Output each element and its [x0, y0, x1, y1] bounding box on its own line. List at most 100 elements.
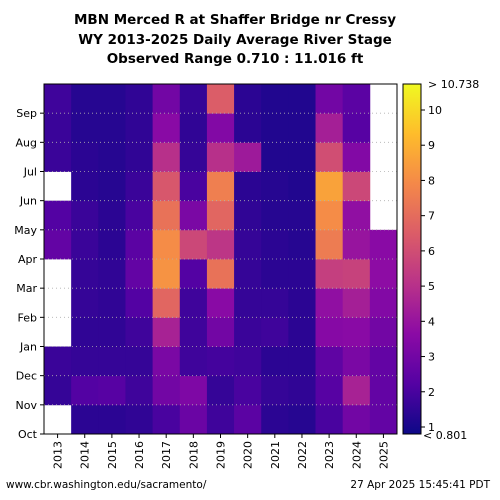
heatmap-cell	[98, 142, 126, 172]
y-axis-month-ticks: Oct Nov Dec Jan Feb Mar Apr May Jun Jul Aug Sep	[14, 107, 44, 441]
heatmap-cell	[71, 404, 99, 435]
heatmap-cell	[261, 346, 289, 377]
heatmap-cell	[261, 142, 289, 172]
heatmap-cell	[342, 142, 371, 172]
heatmap-cell	[261, 113, 289, 143]
heatmap-cell	[369, 317, 398, 347]
heatmap-cell	[206, 84, 235, 114]
heatmap-cell	[125, 404, 154, 435]
heatmap-cell	[98, 317, 126, 347]
heatmap-cell	[98, 404, 126, 435]
heatmap-cell	[44, 375, 72, 406]
heatmap-cell	[125, 375, 154, 406]
heatmap-cell	[98, 113, 126, 143]
chart-title-line-1: MBN Merced R at Shaffer Bridge nr Cressy	[73, 12, 397, 28]
heatmap-cell	[315, 171, 344, 202]
chart-title-line-3: Observed Range 0.710 : 11.016 ft	[106, 51, 364, 67]
heatmap-cell	[342, 259, 371, 289]
heatmap-cell	[152, 200, 181, 231]
heatmap-cell	[288, 288, 316, 318]
heatmap-cell	[342, 317, 371, 347]
y-tick-label: Jun	[19, 195, 37, 208]
heatmap-cell	[261, 404, 289, 435]
heatmap-cell	[98, 229, 126, 260]
heatmap-cell	[179, 113, 208, 143]
x-tick-label: 2013	[52, 441, 65, 469]
heatmap-cell	[152, 259, 181, 289]
heatmap-cell	[179, 375, 208, 406]
heatmap-cell	[342, 200, 371, 231]
x-tick-label: 2024	[350, 441, 363, 469]
chart-title-line-2: WY 2013-2025 Daily Average River Stage	[78, 32, 392, 48]
heatmap-cell	[315, 113, 344, 143]
heatmap-cell	[206, 346, 235, 377]
heatmap-cell	[152, 142, 181, 172]
heatmap-cell	[315, 404, 344, 435]
heatmap-cell	[125, 200, 154, 231]
heatmap-cell	[71, 113, 99, 143]
heatmap-cell	[71, 84, 99, 114]
heatmap-cell	[98, 84, 126, 114]
heatmap-cell	[206, 171, 235, 202]
y-tick-label: Oct	[18, 428, 38, 441]
y-tick-label: Dec	[16, 370, 37, 383]
heatmap-cell	[315, 317, 344, 347]
heatmap-cell	[288, 259, 316, 289]
heatmap-cell	[234, 142, 262, 172]
colorbar-tick-label: 8	[428, 174, 435, 187]
colorbar	[402, 83, 422, 435]
heatmap-cell	[315, 229, 344, 260]
x-tick-label: 2018	[187, 441, 200, 469]
heatmap-cell	[315, 346, 344, 377]
heatmap-cell	[315, 375, 344, 406]
y-tick-label: Feb	[18, 311, 37, 324]
heatmap-cell	[152, 113, 181, 143]
heatmap-cell	[234, 259, 262, 289]
heatmap-cell	[261, 317, 289, 347]
heatmap-cell	[206, 142, 235, 172]
heatmap-cell	[315, 288, 344, 318]
heatmap-cell	[71, 200, 99, 231]
heatmap-cell	[98, 171, 126, 202]
x-tick-label: 2016	[133, 441, 146, 469]
heatmap-cell	[44, 142, 72, 172]
heatmap-cell	[125, 113, 154, 143]
heatmap-cell	[288, 171, 316, 202]
y-tick-label: Aug	[16, 136, 37, 149]
x-tick-label: 2014	[79, 441, 92, 469]
heatmap-cell	[71, 317, 99, 347]
heatmap-cell	[206, 288, 235, 318]
heatmap-cell	[342, 171, 371, 202]
heatmap-cell	[206, 317, 235, 347]
colorbar-tick-label: 9	[428, 139, 435, 152]
heatmap-cell	[44, 200, 72, 231]
heatmap-cell	[179, 171, 208, 202]
x-tick-label: 2017	[160, 441, 173, 469]
heatmap-cell	[179, 200, 208, 231]
heatmap-cell	[288, 229, 316, 260]
heatmap-cell	[44, 229, 72, 260]
heatmap-cell	[234, 113, 262, 143]
colorbar-tick-label: 4	[428, 315, 435, 328]
heatmap-cell	[288, 113, 316, 143]
heatmap-cell	[71, 375, 99, 406]
heatmap-cell	[125, 171, 154, 202]
heatmap-cell	[234, 288, 262, 318]
heatmap-cell	[152, 288, 181, 318]
x-tick-label: 2020	[242, 441, 255, 469]
heatmap-cell	[98, 200, 126, 231]
heatmap-cell	[288, 200, 316, 231]
y-tick-label: Mar	[16, 282, 37, 295]
x-tick-label: 2023	[323, 441, 336, 469]
heatmap-cell	[342, 229, 371, 260]
heatmap-cell	[261, 229, 289, 260]
colorbar-ticks: 1 2 3 4 5 6 7 8 9 10 > 10.738 < 0.801	[421, 78, 479, 442]
heatmap-cell	[206, 200, 235, 231]
heatmap-cell	[179, 259, 208, 289]
timestamp: 27 Apr 2025 15:45:41 PDT	[350, 479, 490, 491]
heatmap-cell	[179, 84, 208, 114]
heatmap-cell	[98, 375, 126, 406]
heatmap-cell	[315, 142, 344, 172]
heatmap-cell	[261, 171, 289, 202]
heatmap-cell	[71, 142, 99, 172]
